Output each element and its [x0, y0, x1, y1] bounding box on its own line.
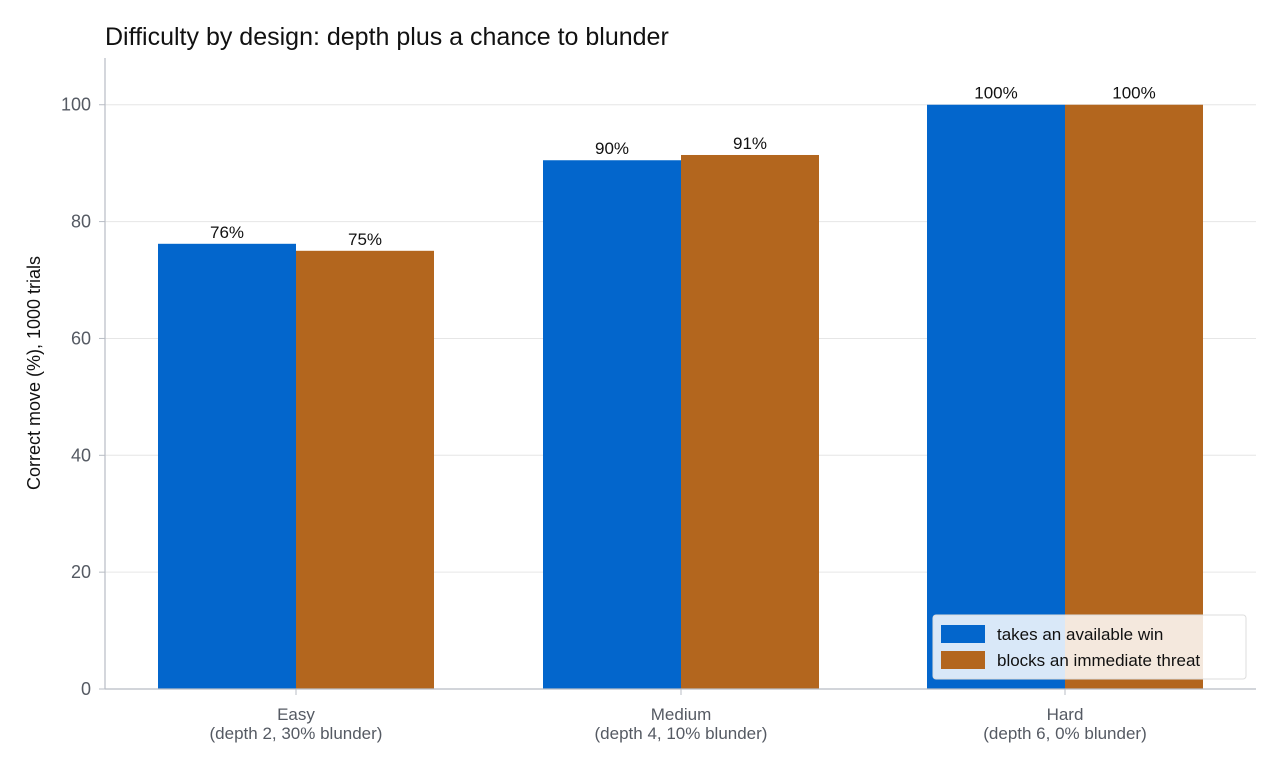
- bar: [681, 154, 819, 689]
- y-tick-label: 100: [61, 95, 91, 115]
- chart-title: Difficulty by design: depth plus a chanc…: [105, 23, 669, 51]
- legend: takes an available win blocks an immediat…: [932, 614, 1247, 680]
- y-tick-label: 80: [71, 212, 91, 232]
- data-label: 100%: [1112, 84, 1155, 103]
- y-tick-label: 60: [71, 328, 91, 348]
- bar: [927, 104, 1065, 690]
- y-tick-label: 40: [71, 445, 91, 465]
- y-tick-label: 20: [71, 562, 91, 582]
- bar: [158, 243, 296, 690]
- data-labels: 76% 90% 100% 75% 91% 100%: [210, 84, 1156, 249]
- data-label: 100%: [974, 84, 1017, 103]
- axes: 0 20 40 60 80 100 Easy(depth 2, 30% blunder) Me…: [61, 58, 1256, 743]
- legend-box: [932, 614, 1247, 680]
- x-tick-sublabel: (depth 2, 30% blunder): [210, 724, 383, 743]
- bars: [158, 104, 1203, 690]
- x-tick-label: Easy: [277, 705, 315, 724]
- x-tick-label: Medium: [651, 705, 711, 724]
- legend-swatch: [941, 651, 985, 669]
- x-tick-sublabel: (depth 4, 10% blunder): [595, 724, 768, 743]
- data-label: 75%: [348, 230, 382, 249]
- legend-label: takes an available win: [997, 625, 1163, 644]
- x-tick-sublabel: (depth 6, 0% blunder): [983, 724, 1147, 743]
- y-axis-label: Correct move (%), 1000 trials: [24, 256, 44, 490]
- x-tick-label: Hard: [1047, 705, 1084, 724]
- bar: [296, 250, 434, 690]
- bar: [1065, 104, 1203, 690]
- data-label: 90%: [595, 139, 629, 158]
- y-tick-label: 0: [81, 679, 91, 699]
- bar: [543, 160, 681, 690]
- data-label: 91%: [733, 134, 767, 153]
- legend-label: blocks an immediate threat: [997, 651, 1200, 670]
- legend-swatch: [941, 625, 985, 643]
- data-label: 76%: [210, 223, 244, 242]
